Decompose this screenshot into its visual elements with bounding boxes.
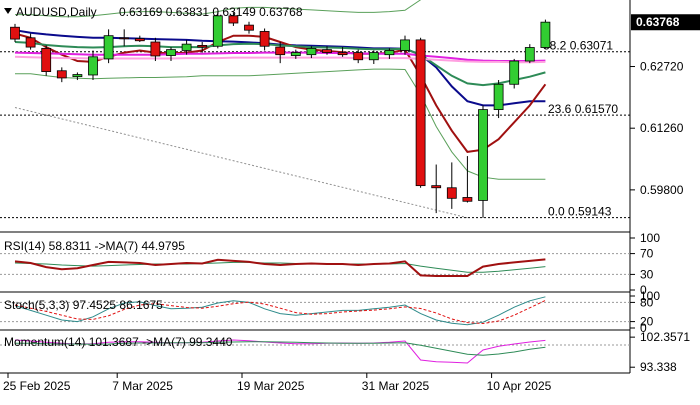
candle-bearish — [56, 70, 67, 79]
candle-bearish — [150, 41, 161, 57]
candle-bullish — [88, 56, 98, 76]
candle-bullish — [524, 47, 535, 62]
candle-bullish — [212, 15, 223, 47]
candle-bullish — [72, 74, 83, 78]
candle-bearish — [337, 52, 348, 56]
candle-bullish — [290, 52, 301, 56]
candle-bearish — [134, 38, 145, 42]
price-line-bb-upper — [15, 0, 422, 18]
candle-bearish — [431, 185, 442, 189]
osc-tick-label: 70 — [640, 247, 654, 261]
osc-tick-label: 93.338 — [640, 360, 677, 374]
time-label: 25 Feb 2025 — [3, 379, 71, 393]
time-label: 19 Mar 2025 — [237, 379, 305, 393]
candle-bearish — [275, 46, 286, 56]
candle-bullish — [509, 60, 520, 85]
time-label: 31 Mar 2025 — [362, 379, 430, 393]
candle-bearish — [119, 37, 130, 40]
candle-bullish — [493, 83, 504, 111]
candle-bearish — [259, 31, 270, 47]
momentum-line — [14, 339, 546, 364]
stoch-d-line — [14, 299, 546, 325]
stoch-k-line — [14, 296, 546, 326]
osc-tick-label: 0 — [640, 321, 647, 335]
trendline — [14, 107, 468, 219]
candle-bullish — [166, 49, 176, 56]
osc-tick-label: 20 — [640, 315, 654, 329]
candle-bullish — [478, 109, 488, 201]
rsi-ma-line — [14, 261, 546, 273]
price-line-bb-lower — [15, 68, 546, 180]
candle-bearish — [244, 24, 254, 31]
fib-level-label: 23.6 0.61570 — [548, 102, 618, 116]
rsi-line — [14, 258, 546, 277]
candle-bearish — [25, 37, 36, 48]
symbol-label: AUDUSD,Daily — [16, 5, 97, 19]
price-tick-label: 0.59800 — [640, 183, 684, 197]
candle-bullish — [368, 52, 379, 61]
time-label: 10 Apr 2025 — [487, 379, 552, 393]
candle-bullish — [306, 47, 317, 56]
candle-bullish — [400, 39, 410, 51]
candle-bearish — [10, 26, 20, 40]
osc-tick-label: 100 — [640, 289, 660, 303]
momentum-label: Momentum(14) 101.3687 ->MA(7) 99.3440 — [4, 335, 233, 349]
candle-bearish — [228, 15, 239, 24]
time-label: 7 Mar 2025 — [112, 379, 173, 393]
price-tick-label: 0.61260 — [640, 121, 684, 135]
osc-tick-label: 80 — [640, 295, 654, 309]
osc-tick-label: 102.3571 — [640, 330, 690, 344]
osc-tick-label: 30 — [640, 267, 654, 281]
candle-bullish — [103, 35, 114, 60]
last-price-label: 0.63768 — [636, 15, 680, 29]
stoch-label: Stoch(5,3,3) 97.4525 86.1675 — [4, 298, 163, 312]
ohlc-label: 0.63169 0.63831 0.63149 0.63768 — [119, 5, 303, 19]
osc-tick-label: 100 — [640, 231, 660, 245]
candle-bearish — [41, 47, 52, 72]
fib-level-label: 0.0 0.59143 — [548, 205, 612, 219]
candle-bullish — [540, 21, 551, 48]
candle-bullish — [181, 43, 192, 51]
candle-bearish — [197, 44, 208, 48]
last-price-box — [631, 14, 700, 31]
candle-bearish — [446, 187, 457, 199]
fib-level-label: 38.2 0.63071 — [543, 39, 613, 53]
dropdown-triangle-icon[interactable] — [4, 8, 12, 14]
candle-bearish — [462, 197, 473, 202]
momentum-ma-line — [15, 341, 546, 356]
candle-bearish — [322, 49, 332, 53]
price-tick-label: 0.62720 — [640, 60, 684, 74]
candle-bearish — [353, 52, 364, 61]
candle-bullish — [384, 50, 395, 56]
rsi-label: RSI(14) 58.8311 ->MA(7) 44.9795 — [4, 239, 185, 253]
osc-tick-label: 0 — [640, 283, 647, 297]
candle-bearish — [415, 39, 426, 187]
